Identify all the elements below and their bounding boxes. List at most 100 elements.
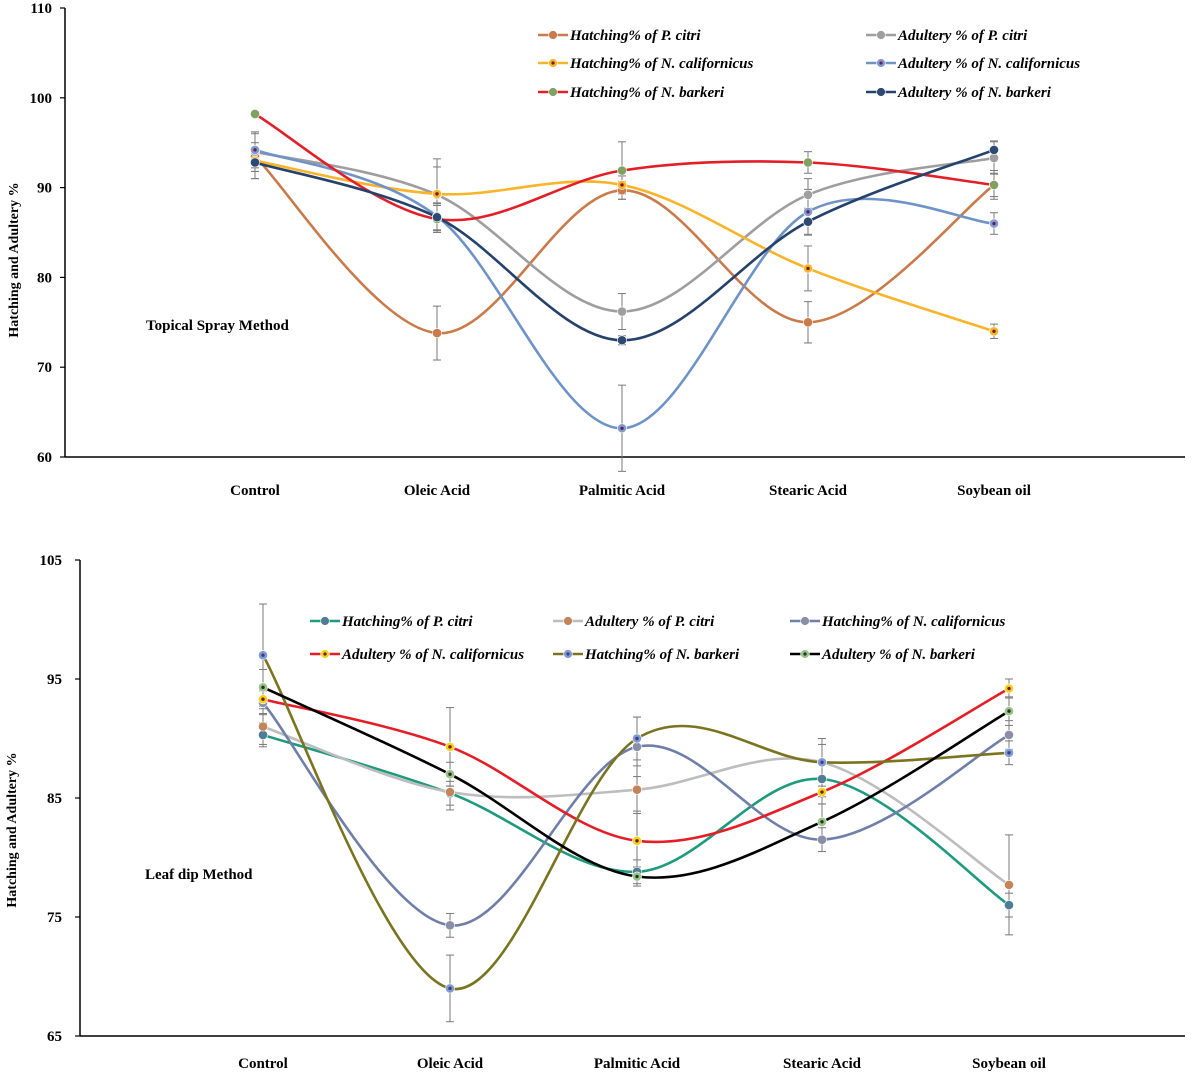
legend-label: Adultery % of N. barkeri bbox=[821, 647, 976, 663]
data-point bbox=[817, 816, 827, 827]
data-point bbox=[445, 920, 455, 931]
y-tick-label: 95 bbox=[47, 672, 62, 688]
legend-label: Hatching% of P. citri bbox=[569, 28, 701, 44]
x-category-label: Stearic Acid bbox=[783, 1056, 862, 1072]
x-category-label: Control bbox=[238, 1056, 288, 1072]
data-point bbox=[432, 188, 442, 199]
series-line bbox=[262, 733, 1010, 907]
legend-item: Hatching% of N. californicus bbox=[790, 614, 1006, 630]
x-category-label: Soybean oil bbox=[972, 1056, 1046, 1072]
legend-label: Hatching% of N. californicus bbox=[569, 56, 754, 72]
legend-label: Adultery % of P. citri bbox=[584, 614, 715, 630]
data-point bbox=[817, 774, 827, 784]
data-point bbox=[617, 335, 627, 346]
legend: Hatching% of P. citri Adultery % of P. ci… bbox=[310, 614, 1006, 663]
legend-label: Adultery % of N. californicus bbox=[897, 56, 1080, 72]
legend-label: Adultery % of P. citri bbox=[897, 28, 1028, 44]
legend-item: Adultery % of N. californicus bbox=[310, 647, 524, 663]
data-point bbox=[803, 263, 813, 274]
data-point bbox=[989, 326, 999, 337]
data-point bbox=[432, 328, 442, 338]
method-label: Topical Spray Method bbox=[146, 318, 289, 334]
legend-item: Hatching% of P. citri bbox=[538, 28, 701, 44]
y-tick-label: 65 bbox=[47, 1029, 62, 1045]
legend-label: Hatching% of N. barkeri bbox=[569, 85, 725, 101]
data-point bbox=[803, 317, 813, 328]
legend-item: Adultery % of P. citri bbox=[553, 614, 715, 630]
x-category-label: Control bbox=[230, 483, 280, 499]
data-point bbox=[1004, 730, 1014, 740]
data-point bbox=[803, 157, 813, 168]
legend-label: Adultery % of N. barkeri bbox=[897, 85, 1052, 101]
data-point bbox=[1004, 747, 1014, 758]
series-line bbox=[261, 654, 1010, 991]
legend-label: Adultery % of N. californicus bbox=[341, 647, 524, 663]
x-category-label: Stearic Acid bbox=[769, 483, 848, 499]
data-point bbox=[445, 741, 455, 752]
x-category-label: Soybean oil bbox=[957, 483, 1031, 499]
data-point bbox=[258, 694, 268, 705]
data-point bbox=[258, 682, 268, 693]
topical-spray-chart: Hatching and Adultery % Topical Spray Me… bbox=[7, 1, 1185, 499]
data-point bbox=[632, 871, 642, 882]
legend-item: Hatching% of P. citri bbox=[310, 614, 473, 630]
legend-item: Hatching% of N. californicus bbox=[538, 56, 754, 72]
data-point bbox=[803, 206, 813, 217]
data-point bbox=[803, 216, 813, 227]
legend: Hatching% of P. citri Adultery % of P. ci… bbox=[538, 28, 1080, 101]
legend-label: Hatching% of N. barkeri bbox=[584, 647, 740, 663]
data-point bbox=[250, 109, 260, 119]
data-point bbox=[617, 180, 627, 190]
data-point bbox=[1004, 900, 1014, 910]
data-point bbox=[250, 144, 260, 155]
data-point bbox=[445, 769, 455, 780]
legend-item: Adultery % of N. barkeri bbox=[790, 647, 976, 663]
data-point bbox=[632, 784, 642, 795]
data-point bbox=[258, 721, 268, 732]
legend-item: Adultery % of N. californicus bbox=[866, 56, 1080, 72]
y-tick-label: 85 bbox=[47, 791, 62, 807]
data-point bbox=[258, 650, 268, 661]
y-tick-label: 80 bbox=[37, 270, 52, 286]
data-point bbox=[617, 306, 627, 317]
x-category-label: Oleic Acid bbox=[404, 483, 471, 499]
data-point bbox=[445, 787, 455, 797]
series-line bbox=[262, 686, 1010, 879]
data-point bbox=[817, 787, 827, 797]
data-point bbox=[1004, 683, 1014, 694]
data-point bbox=[1004, 879, 1014, 890]
x-category-label: Palmitic Acid bbox=[579, 483, 666, 499]
data-point bbox=[445, 983, 455, 994]
leaf-dip-chart: Hatching and Adultery % Leaf dip Method … bbox=[5, 553, 1185, 1072]
y-tick-label: 105 bbox=[40, 553, 63, 569]
data-point bbox=[632, 733, 642, 744]
legend-item: Adultery % of P. citri bbox=[866, 28, 1028, 44]
y-tick-label: 75 bbox=[47, 910, 62, 926]
data-point bbox=[432, 212, 442, 223]
data-point bbox=[989, 144, 999, 155]
legend-item: Hatching% of N. barkeri bbox=[553, 647, 740, 663]
legend-item: Hatching% of N. barkeri bbox=[538, 85, 725, 101]
series-line bbox=[262, 701, 1010, 927]
method-label: Leaf dip Method bbox=[145, 867, 253, 883]
data-point bbox=[803, 189, 813, 200]
data-point bbox=[632, 835, 642, 846]
y-tick-label: 110 bbox=[30, 1, 52, 17]
data-point bbox=[632, 741, 642, 752]
x-category-label: Palmitic Acid bbox=[594, 1056, 681, 1072]
data-point bbox=[989, 180, 999, 190]
y-tick-label: 70 bbox=[37, 360, 52, 376]
y-axis-label: Hatching and Adultery % bbox=[7, 182, 22, 337]
data-point bbox=[989, 218, 999, 229]
x-category-label: Oleic Acid bbox=[417, 1056, 484, 1072]
series-line bbox=[262, 687, 1010, 844]
data-point bbox=[250, 157, 260, 168]
data-point bbox=[1004, 706, 1014, 717]
y-tick-label: 100 bbox=[30, 91, 53, 107]
data-point bbox=[817, 757, 827, 768]
y-axis-label: Hatching and Adultery % bbox=[5, 752, 20, 907]
y-tick-label: 60 bbox=[37, 450, 52, 466]
data-point bbox=[817, 834, 827, 845]
data-point bbox=[258, 730, 268, 740]
